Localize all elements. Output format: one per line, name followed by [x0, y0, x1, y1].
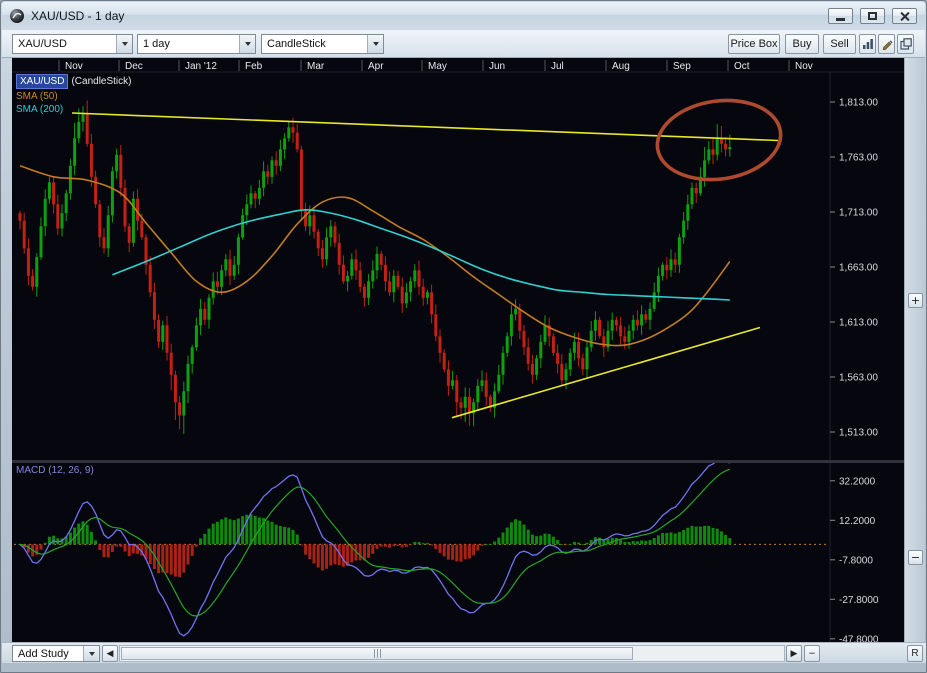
- trendline: [451, 326, 761, 419]
- breakout-annotation-ellipse: [655, 98, 783, 182]
- toolbar: XAU/USD 1 day CandleStick Price Box Buy …: [2, 30, 925, 58]
- chart-legend: XAU/USD (CandleStick) SMA (50) SMA (200): [16, 74, 131, 116]
- month-label: Aug: [612, 61, 630, 72]
- macd-axis-label: -7.8000: [839, 555, 873, 566]
- scroll-right-button[interactable]: ▶: [786, 645, 802, 662]
- minimize-icon: [836, 17, 845, 21]
- period-select-value: 1 day: [143, 38, 170, 50]
- legend-sma200[interactable]: SMA (200): [16, 104, 64, 115]
- scrollbar-thumb[interactable]: [121, 647, 633, 660]
- price-axis-label: 1,513.00: [839, 428, 878, 439]
- minimize-button[interactable]: [828, 8, 853, 24]
- month-label: Feb: [245, 61, 263, 72]
- period-select[interactable]: 1 day: [137, 34, 256, 54]
- maximize-icon: [868, 12, 877, 20]
- scrollbar-track[interactable]: [119, 645, 785, 662]
- month-label: May: [428, 61, 447, 72]
- month-label: Oct: [734, 61, 750, 72]
- maximize-button[interactable]: [860, 8, 885, 24]
- vertical-zoom-out-button[interactable]: −: [908, 550, 923, 565]
- price-axis-label: 1,813.00: [839, 98, 878, 109]
- sell-button[interactable]: Sell: [823, 34, 856, 54]
- legend-style: (CandleStick): [71, 76, 132, 87]
- month-label: Jul: [551, 61, 564, 72]
- sma200-line: [112, 208, 730, 301]
- price-box-button[interactable]: Price Box: [728, 34, 780, 54]
- vertical-zoom-in-button[interactable]: +: [908, 293, 923, 308]
- popout-window-icon: [899, 38, 912, 50]
- month-label: Dec: [125, 61, 143, 72]
- close-button[interactable]: [892, 8, 917, 24]
- column-chart-icon: [862, 39, 873, 49]
- month-label: Nov: [795, 61, 813, 72]
- macd-signal-line: [19, 468, 731, 617]
- macd-line: [19, 463, 730, 637]
- popout-icon-button[interactable]: [897, 34, 914, 54]
- pencil-icon: [882, 40, 893, 50]
- add-study-value: Add Study: [18, 647, 69, 660]
- chart-style-select[interactable]: CandleStick: [261, 34, 384, 54]
- window-title: XAU/USD - 1 day: [31, 9, 125, 23]
- price-axis-label: 1,763.00: [839, 153, 878, 164]
- month-label: Jan '12: [185, 61, 217, 72]
- price-pane: [18, 100, 779, 434]
- chart-style-select-value: CandleStick: [267, 38, 326, 50]
- legend-symbol[interactable]: XAU/USD: [16, 74, 69, 89]
- month-label: Mar: [307, 61, 325, 72]
- dropdown-arrow-icon[interactable]: [239, 35, 255, 53]
- legend-symbol-row[interactable]: XAU/USD (CandleStick): [16, 74, 131, 89]
- price-axis-label: 1,663.00: [839, 263, 878, 274]
- month-label: Sep: [673, 61, 691, 72]
- close-icon: [899, 11, 910, 22]
- indicator-chart-icon-button[interactable]: [859, 34, 876, 54]
- reset-button[interactable]: R: [907, 645, 923, 662]
- dropdown-arrow-icon[interactable]: [367, 35, 383, 53]
- chart-panel[interactable]: Nov Dec Jan '12 Feb Mar Apr May Jun Jul Aug Sep Oct…: [12, 58, 904, 642]
- price-axis-label: 1,613.00: [839, 318, 878, 329]
- dropdown-arrow-icon[interactable]: [116, 35, 132, 53]
- dropdown-arrow-icon[interactable]: [83, 646, 99, 661]
- app-icon: [10, 9, 24, 23]
- macd-axis-label: -47.8000: [839, 634, 879, 642]
- month-label: Jun: [489, 61, 505, 72]
- symbol-select[interactable]: XAU/USD: [12, 34, 133, 54]
- draw-tool-icon-button[interactable]: [878, 34, 895, 54]
- month-label: Apr: [368, 61, 384, 72]
- scroll-left-button[interactable]: ◀: [102, 645, 118, 662]
- thumb-grip-icon: [373, 649, 381, 658]
- macd-axis-label: -27.8000: [839, 595, 879, 606]
- titlebar[interactable]: XAU/USD - 1 day: [2, 2, 925, 30]
- symbol-select-value: XAU/USD: [18, 38, 67, 50]
- legend-macd[interactable]: MACD (12, 26, 9): [16, 465, 94, 476]
- month-label: Nov: [65, 61, 83, 72]
- bottom-bar: Add Study ◀ ▶ − R: [2, 642, 926, 663]
- macd-pane: [14, 463, 828, 637]
- pane-divider[interactable]: [12, 460, 904, 463]
- horizontal-zoom-out-button[interactable]: −: [804, 645, 820, 662]
- price-axis-label: 1,713.00: [839, 208, 878, 219]
- sma50-line: [19, 165, 731, 347]
- legend-sma50[interactable]: SMA (50): [16, 91, 58, 102]
- add-study-select[interactable]: Add Study: [12, 645, 100, 662]
- macd-axis-label: 32.2000: [839, 476, 876, 487]
- vertical-scale-strip: + −: [904, 58, 925, 642]
- price-chart-canvas[interactable]: Nov Dec Jan '12 Feb Mar Apr May Jun Jul Aug Sep Oct…: [12, 58, 904, 642]
- buy-button[interactable]: Buy: [785, 34, 819, 54]
- macd-axis-label: 12.2000: [839, 516, 876, 527]
- price-axis-label: 1,563.00: [839, 373, 878, 384]
